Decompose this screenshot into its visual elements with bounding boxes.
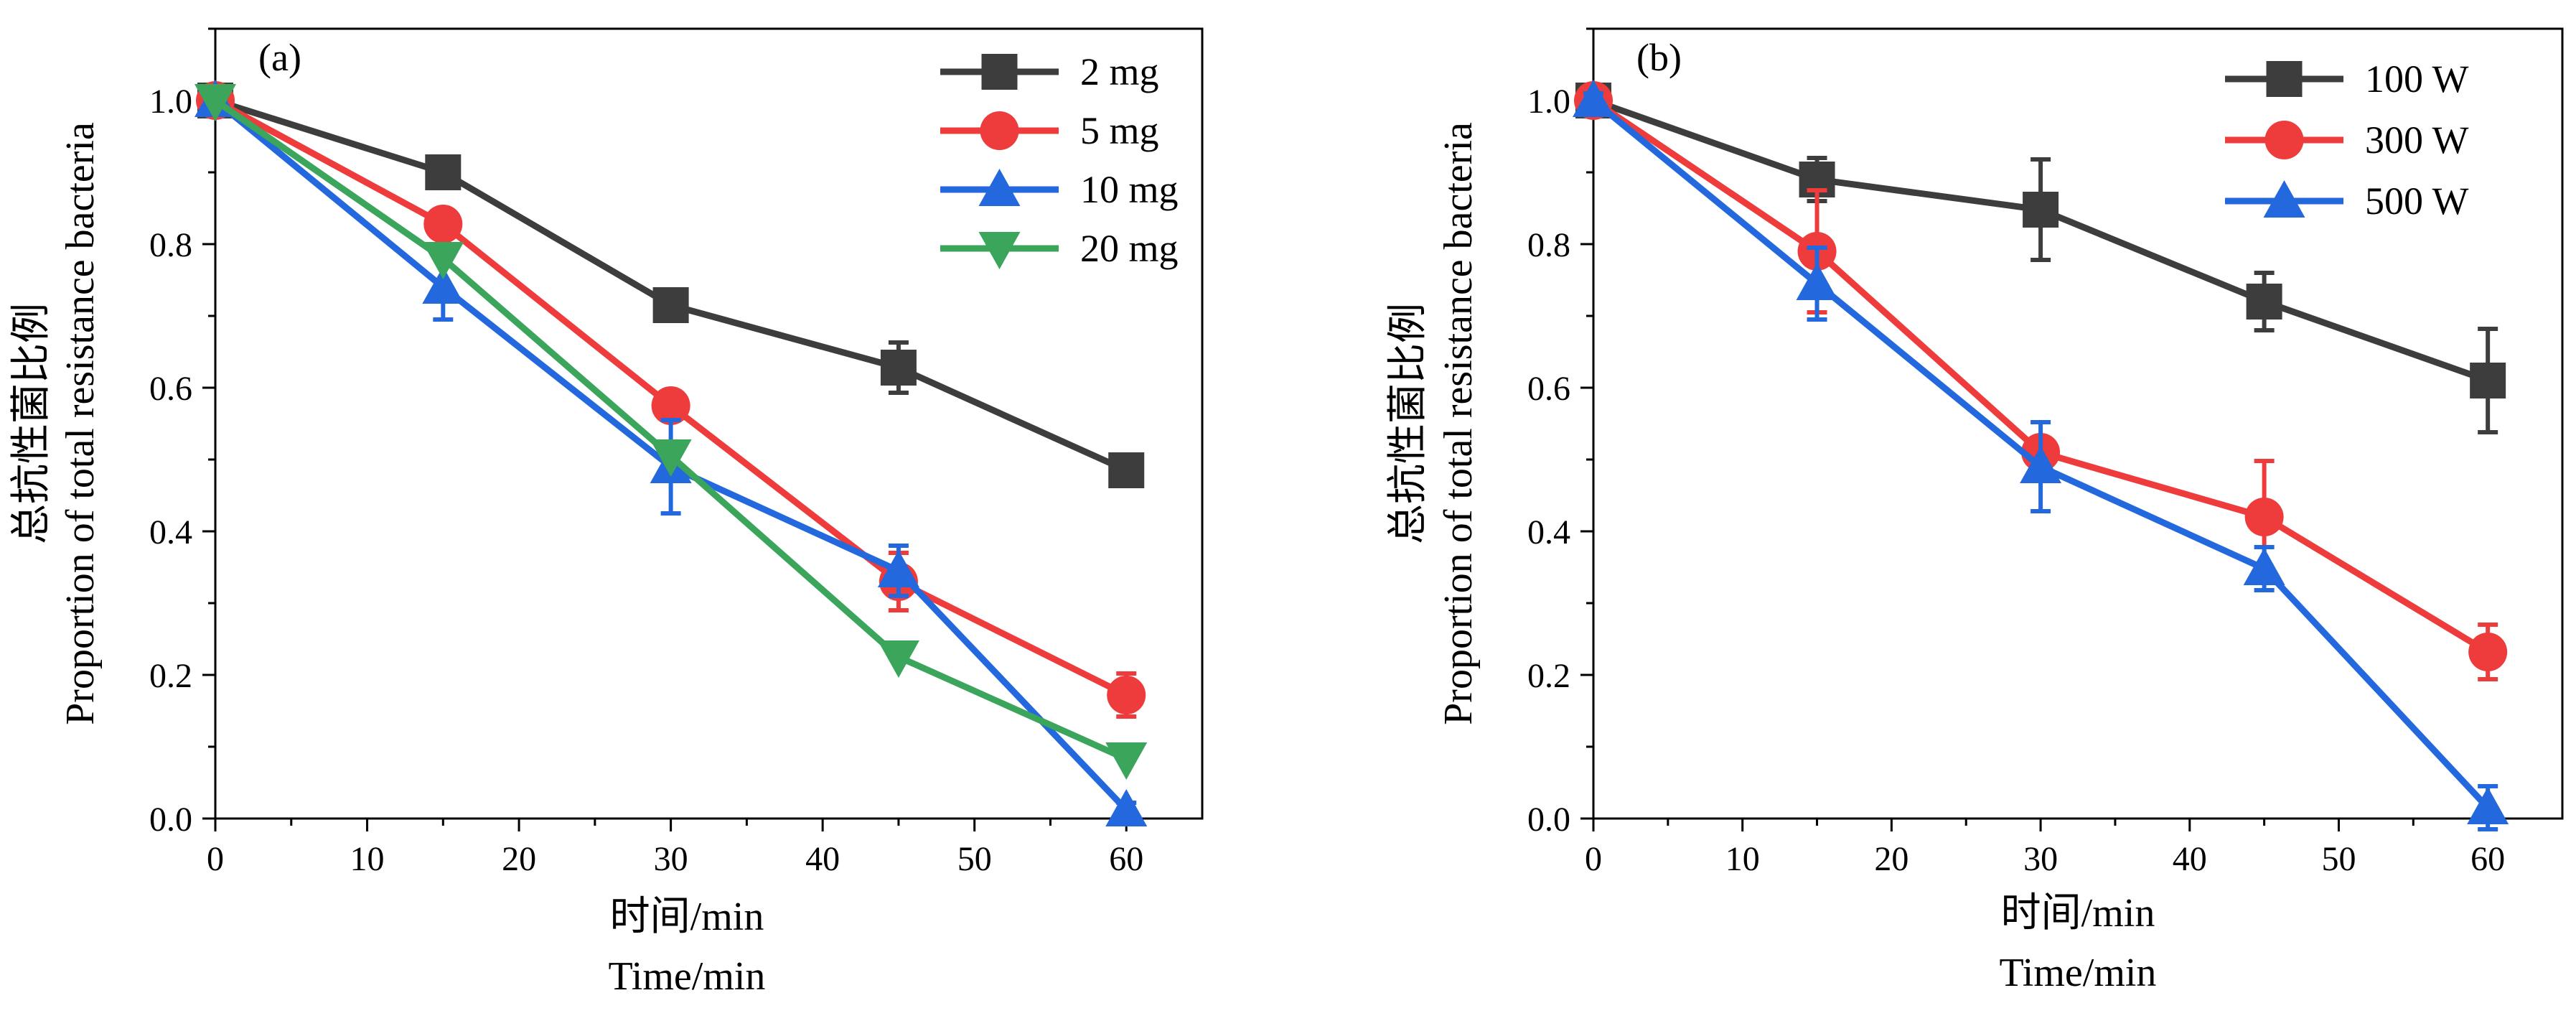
data-point	[877, 640, 919, 678]
legend-marker	[980, 111, 1019, 150]
x-tick-label: 10	[1725, 840, 1760, 878]
y-tick-label: 0.2	[149, 657, 192, 695]
x-tick-label: 30	[654, 840, 688, 878]
panel-b-ylabel-en: Proportion of total resistance bacteria	[1436, 122, 1481, 725]
panel-b-y-axis: 0.0 0.2 0.4 0.6 0.8 1.0	[1527, 27, 1593, 839]
y-tick-label: 0.0	[1527, 801, 1570, 839]
y-tick-label: 0.8	[1527, 226, 1570, 264]
data-point	[1108, 452, 1145, 488]
legend-label: 500 W	[2365, 180, 2469, 223]
panel-a: (a) 0 10 20 30 40 50 60 0.0 0.2 0.4 0.6 0.8 1.0 时间/…	[9, 27, 1204, 999]
data-point	[2243, 548, 2285, 585]
panel-b-frame	[1592, 27, 2564, 820]
x-tick-label: 50	[957, 840, 992, 878]
panel-b-x-axis: 0 10 20 30 40 50 60	[1585, 819, 2505, 878]
x-tick-label: 60	[1109, 840, 1143, 878]
y-tick-label: 0.4	[1527, 513, 1570, 551]
legend-marker	[2263, 180, 2305, 218]
data-point	[425, 154, 462, 190]
panel-b-xlabel-en: Time/min	[2000, 951, 2157, 995]
panel-a-legend: 2 mg 5 mg 10 mg 20 mg	[940, 50, 1179, 270]
x-tick-label: 50	[2321, 840, 2356, 878]
panel-a-frame	[214, 27, 1204, 820]
legend-marker	[978, 232, 1021, 269]
x-tick-label: 20	[502, 840, 536, 878]
legend-label: 10 mg	[1080, 168, 1179, 211]
legend-marker	[978, 169, 1021, 206]
legend-label: 5 mg	[1080, 109, 1159, 152]
data-point	[422, 242, 464, 279]
x-tick-label: 30	[2023, 840, 2058, 878]
data-point	[1105, 742, 1148, 780]
data-point	[195, 84, 236, 121]
y-tick-label: 0.6	[1527, 370, 1570, 408]
series-20-mg	[195, 84, 1148, 780]
panel-b-xlabel-cn: 时间/min	[2001, 891, 2155, 936]
panel-b-legend: 100 W 300 W 500 W	[2225, 57, 2469, 223]
panel-b-ylabel-cn: 总抗性菌比例	[1386, 303, 1430, 544]
data-point	[1796, 263, 1838, 300]
y-tick-label: 0.0	[149, 801, 192, 839]
legend-marker	[2266, 61, 2303, 97]
data-point	[1107, 676, 1146, 714]
panel-b-label: (b)	[1636, 36, 1682, 79]
x-tick-label: 40	[805, 840, 840, 878]
panel-b: (b) 0 10 20 30 40 50 60 0.0 0.2 0.4 0.6 0.8 1.0 时间/…	[1386, 27, 2564, 995]
panel-a-xlabel-en: Time/min	[609, 954, 766, 999]
panel-a-ylabel-cn: 总抗性菌比例	[9, 303, 54, 544]
x-tick-label: 40	[2173, 840, 2207, 878]
data-point	[650, 439, 692, 477]
data-point	[2246, 284, 2282, 320]
data-point	[1573, 80, 1614, 117]
y-tick-label: 1.0	[1527, 83, 1570, 121]
data-point	[651, 386, 690, 425]
panel-a-x-axis: 0 10 20 30 40 50 60	[207, 819, 1143, 878]
panel-a-xlabel-cn: 时间/min	[610, 895, 764, 939]
legend-label: 300 W	[2365, 118, 2469, 162]
x-tick-label: 0	[1585, 840, 1602, 878]
data-point	[2244, 498, 2284, 536]
y-tick-label: 0.4	[149, 513, 192, 551]
x-tick-label: 0	[207, 840, 224, 878]
panel-a-label: (a)	[258, 36, 301, 79]
data-point	[2470, 363, 2506, 398]
y-tick-label: 1.0	[149, 83, 192, 121]
x-tick-label: 60	[2470, 840, 2505, 878]
legend-label: 2 mg	[1080, 50, 1159, 93]
data-point	[877, 550, 919, 587]
legend-marker	[981, 54, 1018, 90]
y-tick-label: 0.8	[149, 226, 192, 264]
data-point	[2023, 192, 2059, 228]
data-point	[423, 205, 463, 243]
data-point	[2468, 633, 2508, 671]
data-point	[2020, 446, 2062, 483]
panel-b-series	[1573, 80, 2509, 831]
y-tick-label: 0.2	[1527, 657, 1570, 695]
panel-a-y-axis: 0.0 0.2 0.4 0.6 0.8 1.0	[149, 27, 215, 839]
legend-label: 100 W	[2365, 57, 2469, 101]
panel-a-ylabel-en: Proportion of total resistance bacteria	[58, 122, 103, 725]
x-tick-label: 20	[1874, 840, 1908, 878]
y-tick-label: 0.6	[149, 370, 192, 408]
data-point	[1105, 789, 1148, 826]
panel-a-series	[195, 80, 1148, 826]
legend-marker	[2264, 121, 2304, 159]
series-500-W	[1573, 80, 2509, 831]
data-point	[880, 350, 917, 386]
data-point	[652, 287, 689, 323]
legend-label: 20 mg	[1080, 227, 1179, 270]
data-point	[2467, 787, 2509, 824]
x-tick-label: 10	[350, 840, 385, 878]
data-point	[422, 266, 464, 304]
